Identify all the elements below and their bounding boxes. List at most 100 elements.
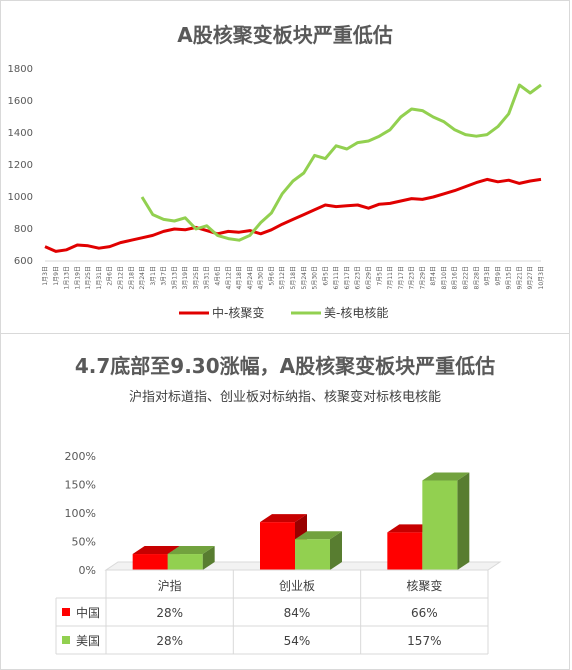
x-tick-label: 7月29日 [419,266,426,289]
x-tick-label: 9月15日 [506,266,513,289]
bar-top [422,472,470,481]
table-value: 28% [156,634,183,648]
x-tick-label: 6月23日 [355,266,362,289]
x-tick-label: 3月13日 [171,266,178,289]
bar-front [422,480,458,570]
y-tick-label: 150% [65,479,96,492]
legend-label: 美-核电核能 [324,306,388,320]
x-tick-label: 8月4日 [430,266,437,286]
x-tick-label: 4月18日 [236,266,243,289]
x-tick-label: 3月19日 [182,266,189,289]
bar-chart-panel: 4.7底部至9.30涨幅，A股核聚变板块严重低估 沪指对标道指、创业板对标纳指、… [0,334,570,670]
x-tick-label: 5月12日 [279,266,286,289]
x-tick-label: 4月12日 [225,266,232,289]
y-tick-label: 0% [79,564,96,577]
bar-side [457,472,470,570]
chart-title: 4.7底部至9.30涨幅，A股核聚变板块严重低估 [74,354,496,378]
y-tick-label: 200% [65,450,96,463]
x-tick-label: 2月24日 [139,266,146,289]
y-tick-label: 100% [65,507,96,520]
bar-top [132,546,180,555]
x-tick-label: 4月24日 [247,266,254,289]
legend-swatch [62,608,70,616]
y-tick-label: 1600 [8,96,33,107]
table-category-label: 沪指 [158,578,182,593]
y-tick-label: 1200 [8,160,33,171]
x-tick-label: 6月11日 [333,266,340,289]
x-tick-label: 8月10日 [441,266,448,289]
x-tick-label: 1月13日 [64,266,71,289]
x-tick-label: 8月16日 [452,266,459,289]
bar-front [260,522,295,570]
x-tick-label: 3月7日 [161,266,168,286]
x-tick-label: 1月19日 [74,266,81,289]
x-tick-label: 8月28日 [473,266,480,289]
bar-front [132,554,168,570]
legend-swatch [62,636,70,644]
series-line [44,177,542,253]
bar-top [295,531,342,540]
legend-label: 中-核聚变 [212,305,264,320]
x-tick-label: 6月17日 [344,266,351,289]
y-tick-label: 1800 [8,64,33,75]
x-tick-label: 7月17日 [398,266,405,289]
x-tick-label: 9月21日 [516,266,523,289]
x-tick-label: 7月5日 [376,266,383,286]
bar-front [167,554,203,570]
chart-title: A股核聚变板块严重低估 [177,23,393,47]
y-tick-label: 1400 [8,128,33,139]
table-value: 157% [407,634,441,648]
y-tick-label: 1000 [8,192,33,203]
series-line [140,83,542,242]
x-tick-label: 3月31日 [204,266,211,289]
x-tick-label: 1月31日 [96,266,103,289]
table-category-label: 核聚变 [406,578,442,593]
x-tick-label: 2月6日 [107,266,114,286]
x-tick-label: 7月23日 [409,266,416,289]
x-tick-label: 10月3日 [538,266,545,289]
bar-front [295,539,330,570]
x-tick-label: 9月9日 [495,266,502,286]
x-tick-label: 6月29日 [365,266,372,289]
table-value: 28% [156,606,183,620]
x-tick-label: 5月30日 [312,266,319,289]
legend-label: 美国 [76,634,100,648]
bar [295,531,342,570]
y-tick-label: 800 [14,224,33,235]
table-value: 54% [284,634,311,648]
x-tick-label: 5月24日 [301,266,308,289]
x-tick-label: 2月18日 [128,266,135,289]
y-tick-label: 600 [14,256,33,267]
bar-top [167,546,215,555]
bar [167,546,215,570]
bar-front [387,532,423,570]
x-tick-label: 2月12日 [117,266,124,289]
table-category-label: 创业板 [279,579,315,593]
bar-side [202,546,215,570]
x-tick-label: 1月3日 [42,266,49,286]
x-tick-label: 4月6日 [215,266,222,286]
table-value: 66% [411,606,438,620]
legend-label: 中国 [76,605,100,620]
x-tick-label: 7月11日 [387,266,394,289]
table-value: 84% [284,606,311,620]
x-tick-label: 3月25日 [193,266,200,289]
bar-top [260,514,307,523]
x-tick-label: 9月3日 [484,266,491,286]
chart-subtitle: 沪指对标道指、创业板对标纳指、核聚变对标核电核能 [128,390,441,405]
x-tick-label: 4月30日 [258,266,265,289]
bar-side [330,531,342,570]
line-chart-panel: A股核聚变板块严重低估 600 800 1000 1200 1400 1600 1800 1月… [0,0,570,334]
x-tick-label: 5月18日 [290,266,297,289]
x-tick-label: 8月22日 [463,266,470,289]
x-tick-label: 9月27日 [527,266,534,289]
x-tick-label: 3月1日 [150,266,157,286]
bar [422,472,470,570]
y-tick-label: 50% [72,536,96,549]
x-tick-label: 6月5日 [322,266,329,286]
x-tick-label: 5月6日 [268,266,275,286]
x-tick-label: 1月9日 [53,266,60,286]
x-tick-label: 1月25日 [85,266,92,289]
